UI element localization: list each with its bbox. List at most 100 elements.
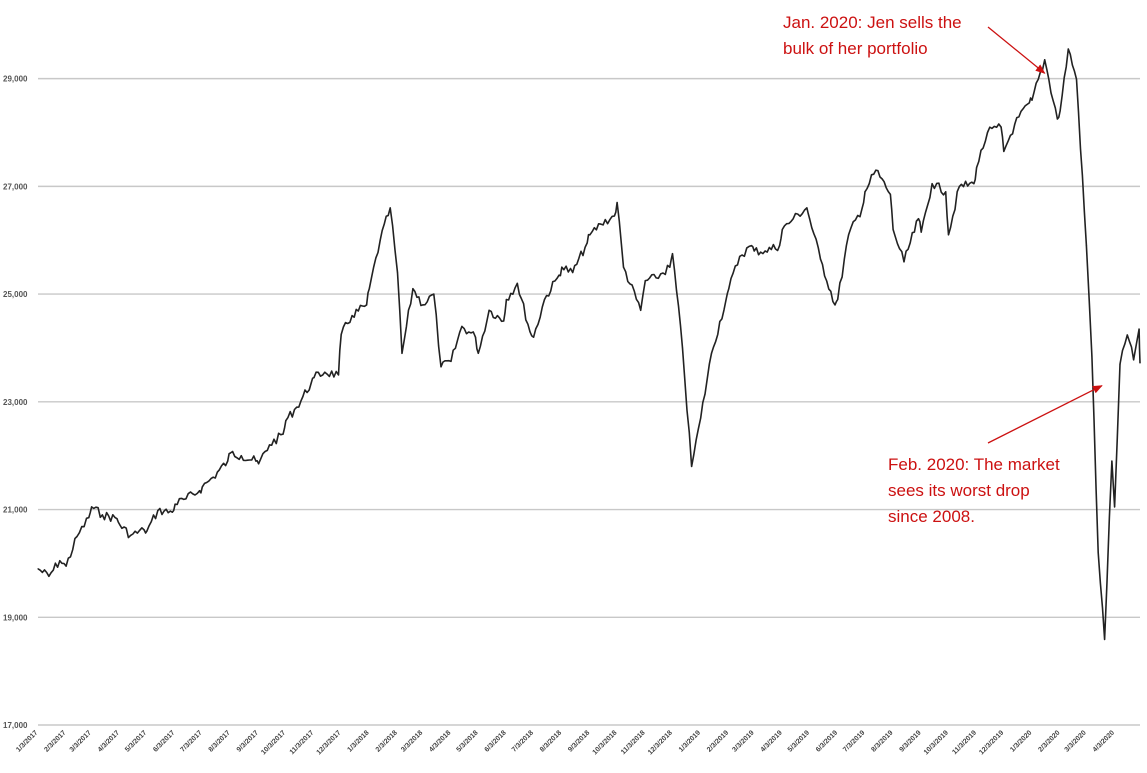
data-point — [90, 506, 93, 508]
data-point — [779, 245, 781, 247]
data-point — [781, 228, 783, 231]
x-tick-label: 12/3/2018 — [647, 729, 674, 756]
data-point — [59, 560, 61, 562]
data-point — [433, 293, 435, 295]
data-point — [129, 534, 132, 537]
data-point — [146, 530, 148, 532]
data-point — [640, 309, 642, 311]
data-point — [401, 352, 403, 354]
data-point — [1059, 110, 1061, 112]
x-tick-label: 3/3/2020 — [1064, 729, 1088, 753]
y-tick-label: 17,000 — [3, 721, 28, 730]
grid-layer — [38, 77, 1140, 726]
x-tick-label: 7/3/2017 — [179, 729, 203, 753]
x-tick-label: 6/3/2019 — [815, 729, 839, 753]
data-point — [310, 382, 312, 384]
data-point — [1031, 99, 1033, 101]
x-tick-label: 6/3/2018 — [484, 729, 508, 753]
data-point — [1103, 638, 1106, 640]
x-tick-label: 5/3/2017 — [124, 729, 148, 753]
data-point — [543, 298, 546, 301]
data-point — [561, 266, 563, 268]
data-point — [379, 239, 381, 241]
annotation-text: sees its worst drop — [888, 481, 1030, 500]
data-point — [529, 331, 531, 333]
data-point — [240, 455, 242, 457]
x-tick-label: 2/3/2018 — [375, 729, 399, 753]
data-point — [764, 250, 766, 252]
annotation-arrow — [987, 385, 1103, 444]
data-point — [986, 131, 989, 134]
data-point — [505, 298, 507, 301]
data-point — [119, 524, 121, 526]
data-point — [864, 191, 866, 193]
data-point — [212, 476, 214, 478]
data-point — [819, 258, 822, 260]
x-tick-label: 4/3/2019 — [760, 729, 784, 753]
x-tick-label: 1/3/2018 — [347, 729, 371, 753]
x-tick-label: 3/3/2018 — [400, 729, 424, 753]
data-point — [1014, 123, 1016, 126]
y-tick-label: 19,000 — [3, 613, 28, 622]
x-tick-label: 10/3/2017 — [260, 729, 287, 756]
data-point — [282, 433, 284, 435]
data-point — [1113, 506, 1116, 508]
data-point — [669, 266, 671, 268]
data-point — [396, 271, 399, 274]
data-point — [422, 304, 424, 306]
data-point — [366, 304, 368, 306]
data-point — [739, 255, 741, 257]
data-point — [76, 535, 78, 538]
data-point — [945, 191, 947, 193]
data-point — [337, 374, 340, 376]
data-point — [671, 253, 674, 255]
data-point — [558, 274, 560, 276]
data-point — [229, 452, 232, 454]
data-point — [285, 420, 287, 422]
data-point — [586, 242, 588, 244]
x-tick-label: 10/3/2019 — [923, 729, 950, 756]
x-tick-label: 8/3/2017 — [208, 729, 232, 753]
x-tick-label: 4/3/2020 — [1092, 729, 1116, 753]
data-point — [622, 266, 625, 268]
data-point — [268, 444, 271, 446]
x-tick-label: 12/3/2017 — [316, 729, 343, 756]
data-point — [750, 245, 753, 247]
x-tick-label: 5/3/2018 — [455, 729, 479, 753]
data-point — [37, 568, 39, 570]
series-layer — [37, 48, 1141, 641]
data-point — [257, 463, 260, 465]
data-point — [324, 371, 326, 373]
data-point — [572, 271, 574, 274]
data-point — [1139, 362, 1141, 364]
data-point — [725, 298, 727, 301]
data-point — [903, 261, 905, 263]
data-point — [450, 360, 452, 363]
x-tick-label: 1/3/2020 — [1009, 729, 1033, 753]
annotation-layer: Jan. 2020: Jen sells the bulk of her port… — [783, 13, 1103, 526]
data-point — [600, 223, 602, 225]
y-tick-label: 29,000 — [3, 75, 28, 84]
data-point — [710, 352, 713, 354]
data-point — [313, 376, 315, 379]
data-point — [389, 207, 391, 209]
x-tick-label: 11/3/2019 — [951, 729, 978, 756]
data-point — [101, 514, 104, 516]
data-point — [351, 315, 353, 317]
data-point — [1075, 78, 1078, 80]
data-point — [1000, 126, 1002, 128]
data-point — [973, 183, 975, 185]
data-point — [88, 517, 90, 519]
x-tick-label: 1/3/2019 — [678, 729, 702, 753]
annotation-text: Feb. 2020: The market — [888, 455, 1060, 474]
data-point — [1126, 334, 1128, 336]
data-point — [1028, 102, 1030, 104]
data-point — [65, 565, 67, 567]
data-point — [340, 333, 342, 336]
data-point — [143, 529, 145, 531]
y-tick-label: 23,000 — [3, 398, 28, 407]
y-tick-label: 27,000 — [3, 182, 28, 191]
data-point — [690, 465, 693, 468]
x-tick-label: 10/3/2018 — [592, 729, 619, 756]
data-point — [368, 288, 370, 290]
